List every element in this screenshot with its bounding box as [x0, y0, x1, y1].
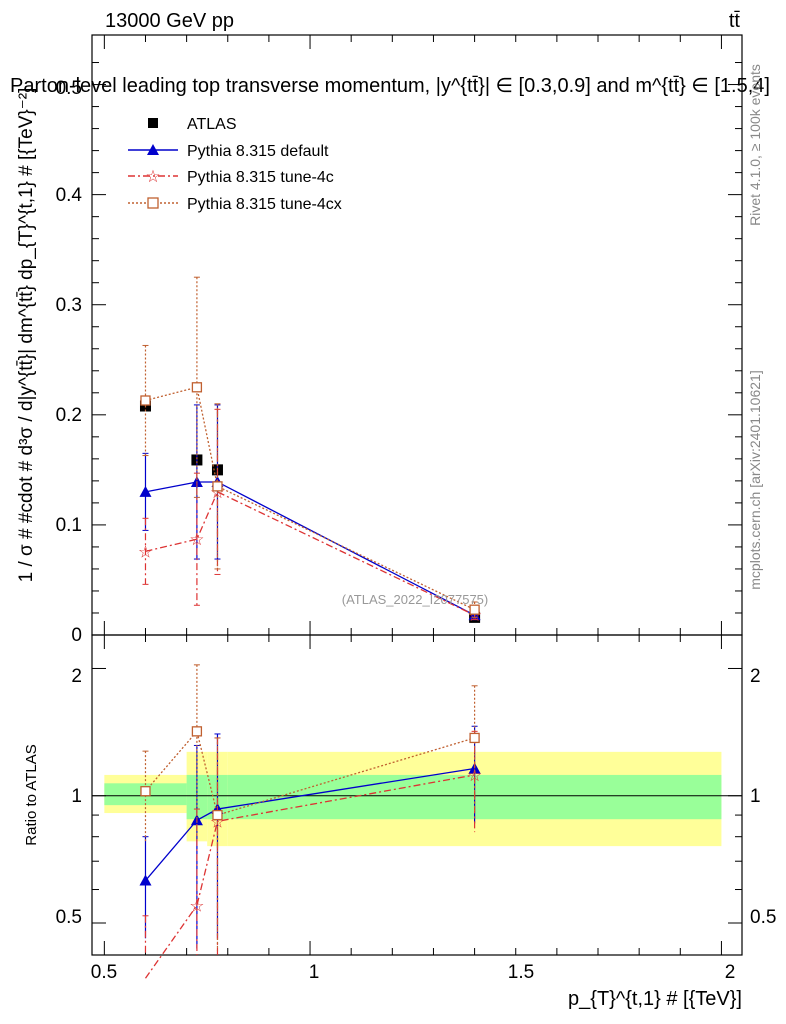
point-main-pythia-8-315-default	[139, 485, 152, 497]
legend-label-tune4c: Pythia 8.315 tune-4c	[187, 169, 334, 186]
line-ratio-pythia-8-315-default	[144, 767, 475, 881]
legend-label-default: Pythia 8.315 default	[187, 143, 329, 160]
ratio-ytick-label-0: 0.5	[56, 907, 82, 928]
legend-label-tune4cx: Pythia 8.315 tune-4cx	[187, 196, 342, 213]
line-ratio-pythia-8-315-tune-4c	[144, 774, 475, 979]
series-pythia-8-315-tune-4c: ☆☆☆☆☆☆☆	[138, 408, 482, 979]
line-main-pythia-8-315-tune-4c	[145, 491, 475, 616]
plot-title: Parton-level leading top transverse mome…	[10, 75, 770, 97]
point-ratio-pythia-8-315-tune-4cx	[191, 726, 203, 737]
point-main-pythia-8-315-tune-4cx	[140, 395, 151, 406]
point-main-pythia-8-315-tune-4c: ☆	[189, 530, 204, 549]
collision-label: 13000 GeV pp	[105, 10, 234, 32]
process-label: tt̄	[729, 10, 741, 32]
xtick-label-0: 0.5	[91, 962, 117, 983]
point-main-pythia-8-315-tune-4cx	[191, 382, 203, 393]
main-y-axis-label: 1 / σ # #cdot # d³σ / d|y^{tt̄}| dm^{tt̄…	[16, 88, 37, 583]
xtick-label-3: 2	[725, 962, 736, 983]
legend-marker-tune4c: ☆	[145, 167, 160, 186]
series-layer: ☆☆☆☆☆☆☆	[138, 276, 482, 979]
ratio-ytick-label-2: 2	[71, 666, 82, 687]
xtick-label-2: 1.5	[508, 962, 534, 983]
point-main-pythia-8-315-tune-4cx	[469, 604, 480, 615]
legend-label-atlas: ATLAS	[187, 116, 237, 133]
legend: ATLAS Pythia 8.315 default ☆ Pythia 8.31…	[128, 116, 342, 213]
series-pythia-8-315-default	[139, 404, 481, 949]
rivet-label: Rivet 4.1.0, ≥ 100k events	[747, 64, 763, 226]
ratio-y-axis-label: Ratio to ATLAS	[23, 744, 40, 845]
ratio-ytick-label-right-2: 2	[750, 666, 761, 687]
series-pythia-8-315-tune-4cx	[140, 276, 480, 951]
ratio-ytick-label-right-1: 1	[750, 786, 761, 807]
point-ratio-pythia-8-315-tune-4cx	[212, 809, 223, 821]
ratio-panel-frame	[91, 634, 743, 956]
ratio-ytick-label-1: 1	[71, 786, 82, 807]
legend-marker-atlas	[148, 118, 158, 128]
line-main-pythia-8-315-tune-4cx	[145, 386, 475, 611]
mcplots-label: mcplots.cern.ch [arXiv:2401.10621]	[747, 370, 763, 589]
analysis-watermark: (ATLAS_2022_I2077575)	[342, 592, 488, 607]
main-ytick-label-1: 0.1	[56, 515, 82, 536]
main-ytick-label-3: 0.3	[56, 295, 82, 316]
ratio-ytick-label-right-0: 0.5	[750, 907, 776, 928]
x-axis-label: p_{T}^{t,1} # [{TeV}]	[568, 988, 742, 1010]
point-ratio-pythia-8-315-tune-4cx	[469, 732, 480, 744]
legend-marker-tune4cx	[147, 197, 159, 209]
main-ytick-label-2: 0.2	[56, 405, 82, 426]
point-main-pythia-8-315-tune-4cx	[212, 481, 223, 492]
point-ratio-pythia-8-315-default	[139, 874, 152, 886]
main-ytick-label-4: 0.4	[56, 185, 83, 206]
point-main-pythia-8-315-tune-4c: ☆	[138, 542, 153, 561]
point-ratio-pythia-8-315-tune-4c: ☆	[189, 896, 204, 915]
axis-ticks	[92, 35, 742, 955]
legend-marker-default	[147, 144, 159, 155]
main-ytick-label-5: 0.5	[56, 78, 82, 99]
xtick-label-1: 1	[309, 962, 320, 983]
series-atlas	[139, 400, 481, 623]
point-ratio-pythia-8-315-tune-4cx	[140, 786, 151, 797]
main-ytick-label-0: 0	[71, 625, 82, 646]
